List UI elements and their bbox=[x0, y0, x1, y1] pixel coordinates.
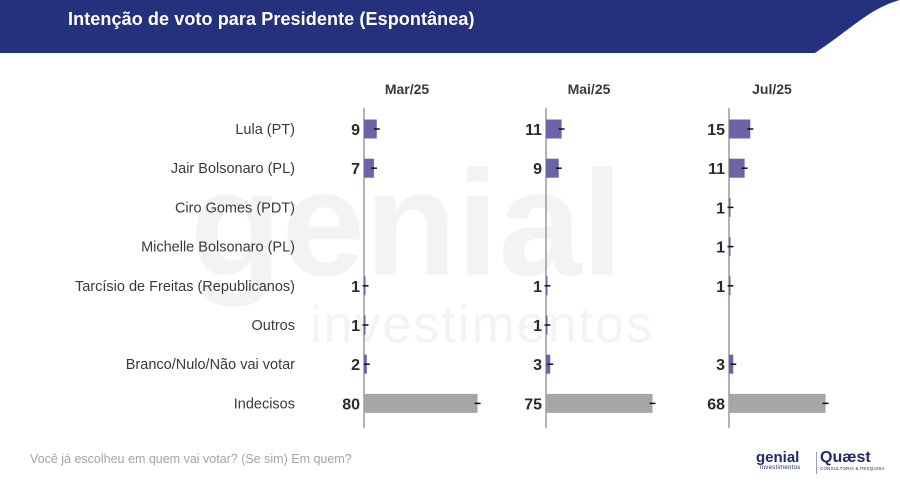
bar bbox=[364, 119, 377, 139]
data-label: 1 bbox=[533, 318, 542, 335]
page-title: Intenção de voto para Presidente (Espont… bbox=[68, 9, 475, 29]
data-label: 1 bbox=[351, 318, 360, 335]
data-label: 1 bbox=[716, 240, 725, 257]
category-label: Lula (PT) bbox=[235, 122, 295, 138]
category-label: Tarcísio de Freitas (Republicanos) bbox=[75, 279, 295, 295]
bar bbox=[546, 119, 562, 139]
data-label: 80 bbox=[342, 396, 360, 413]
bar bbox=[546, 158, 559, 178]
data-label: 1 bbox=[351, 279, 360, 296]
data-label: 7 bbox=[351, 161, 360, 178]
header-banner bbox=[0, 0, 900, 53]
genial-logo: genial bbox=[756, 449, 800, 466]
category-label: Michelle Bolsonaro (PL) bbox=[141, 240, 295, 256]
data-label: 1 bbox=[716, 200, 725, 217]
series-header: Mai/25 bbox=[568, 81, 611, 97]
header-shape bbox=[0, 0, 900, 53]
category-label: Jair Bolsonaro (PL) bbox=[171, 161, 295, 177]
data-label: 15 bbox=[707, 122, 725, 139]
bar-chart: Lula (PT) Jair Bolsonaro (PL) Ciro Gomes (… bbox=[75, 81, 829, 428]
data-label: 11 bbox=[708, 161, 725, 178]
bar bbox=[729, 119, 751, 139]
category-label: Indecisos bbox=[234, 396, 295, 412]
data-label: 3 bbox=[533, 357, 542, 374]
series-header: Mar/25 bbox=[385, 81, 430, 97]
data-label: 11 bbox=[525, 122, 542, 139]
quaest-logo-sub: CONSULTORIA & PESQUISA bbox=[820, 466, 885, 471]
data-label: 68 bbox=[707, 396, 725, 413]
bar bbox=[364, 393, 478, 413]
data-label: 3 bbox=[716, 357, 725, 374]
category-label: Branco/Nulo/Não vai votar bbox=[126, 357, 295, 373]
data-label: 2 bbox=[351, 357, 360, 374]
data-label: 9 bbox=[351, 122, 360, 139]
data-label: 1 bbox=[533, 279, 542, 296]
category-label: Ciro Gomes (PDT) bbox=[175, 200, 295, 216]
data-label: 1 bbox=[716, 279, 725, 296]
survey-question: Você já escolheu em quem vai votar? (Se … bbox=[30, 452, 352, 466]
quaest-logo: Quæst bbox=[820, 449, 871, 466]
genial-logo-sub: investimentos bbox=[760, 465, 801, 471]
category-label: Outros bbox=[251, 318, 295, 334]
bar bbox=[364, 158, 374, 178]
bar bbox=[546, 393, 653, 413]
data-label: 9 bbox=[533, 161, 542, 178]
logo-separator bbox=[816, 452, 817, 474]
bar bbox=[729, 158, 745, 178]
bar bbox=[729, 393, 826, 413]
data-label: 75 bbox=[524, 396, 542, 413]
series-header: Jul/25 bbox=[752, 81, 792, 97]
